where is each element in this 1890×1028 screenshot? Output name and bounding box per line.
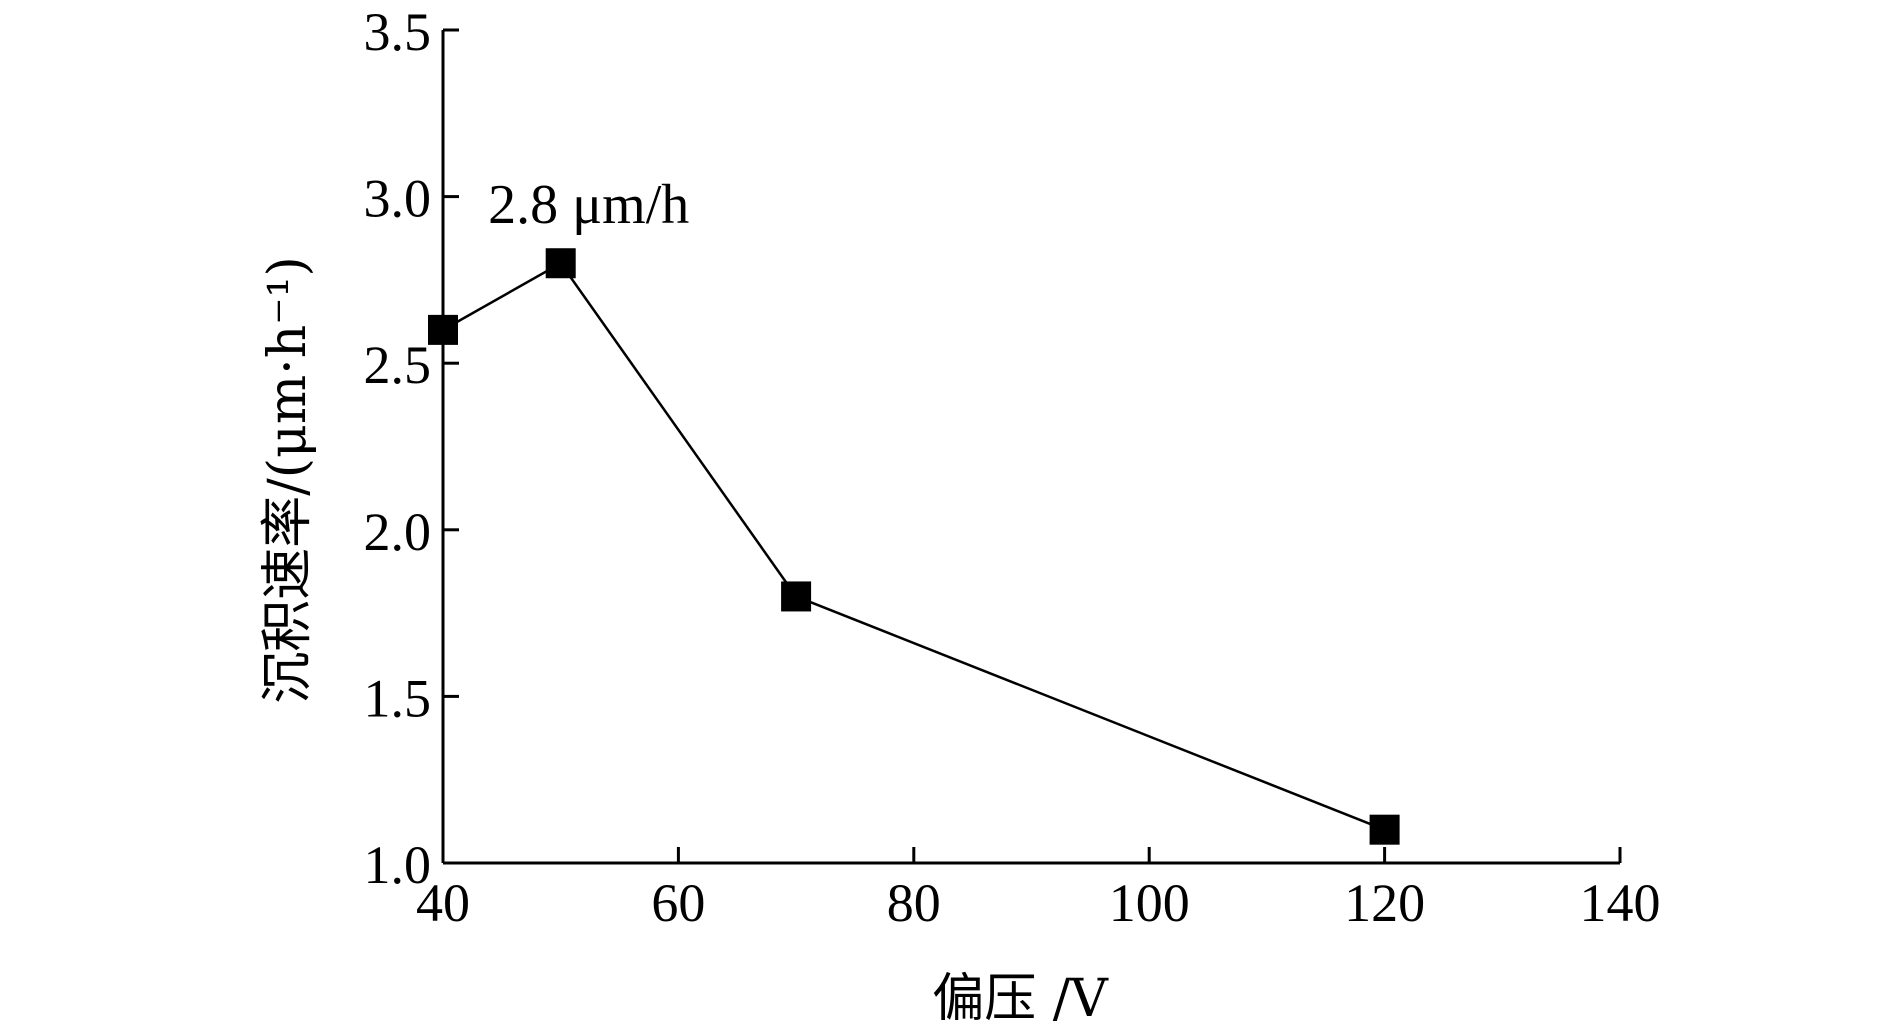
x-tick-label: 40 [416,873,470,933]
y-tick-label: 2.5 [364,335,432,395]
x-tick-label: 120 [1344,873,1425,933]
y-tick-label: 2.0 [364,502,432,562]
y-tick-label: 1.5 [364,668,432,728]
y-axis-title: 沉积速率/(μm·h⁻¹) [258,256,318,704]
x-tick-label: 140 [1580,873,1661,933]
axes [441,30,1620,865]
data-point [1369,814,1400,845]
x-axis-title: 偏压 /V [932,969,1109,1028]
y-tick-label: 3.5 [364,2,432,62]
x-tick-label: 100 [1109,873,1190,933]
data-point [428,314,458,345]
y-tick-label: 3.0 [364,169,432,229]
series [428,248,1400,845]
data-point [781,581,812,612]
x-tick-label: 60 [651,873,705,933]
x-tick-label: 80 [887,873,941,933]
series-line [442,261,1386,831]
labels: 1.0 1.5 2.0 2.5 3.0 3.5 40 60 80 100 120 140 2.8 μm/… [364,2,1661,933]
data-annotation: 2.8 μm/h [488,174,689,236]
ticks [441,28,1622,865]
y-tick-label: 1.0 [364,835,432,895]
data-point [545,248,576,279]
